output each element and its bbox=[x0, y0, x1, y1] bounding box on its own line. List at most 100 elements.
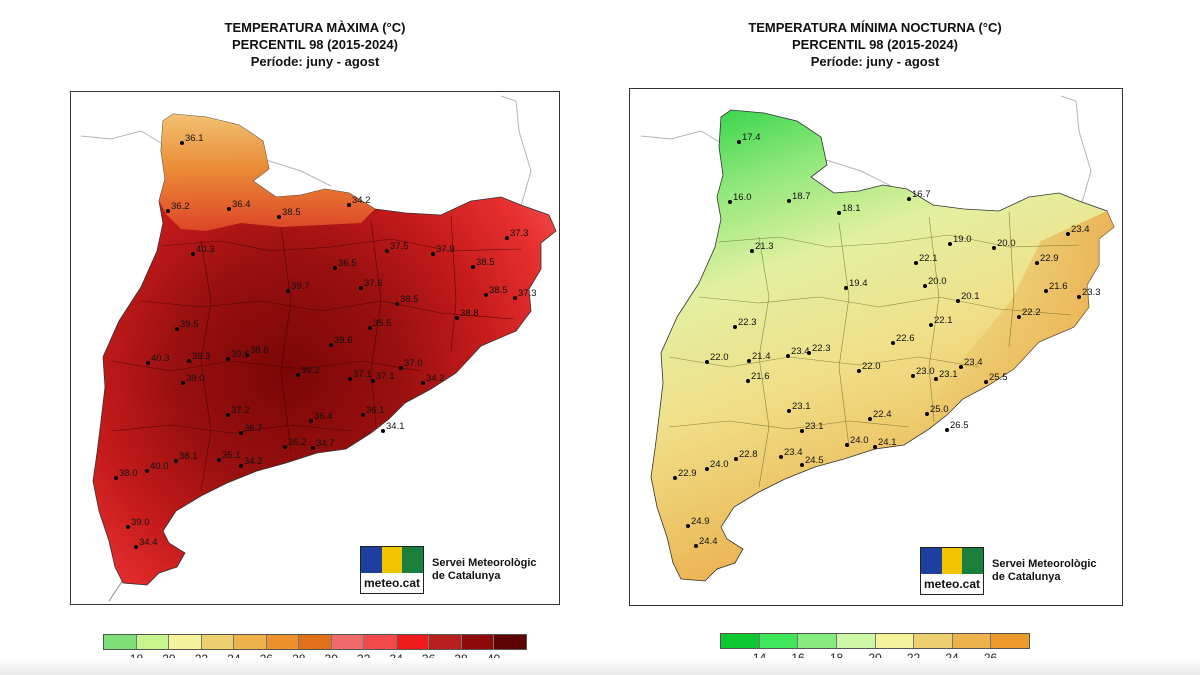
right-station-dot bbox=[837, 211, 841, 215]
logo-sun-icon bbox=[381, 547, 403, 573]
right-station-label: 21.6 bbox=[1049, 281, 1068, 292]
right-station-label: 21.3 bbox=[755, 241, 774, 252]
left-station-dot bbox=[114, 476, 118, 480]
right-station-dot bbox=[857, 369, 861, 373]
left-station-label: 40.3 bbox=[196, 244, 215, 255]
right-station-dot bbox=[733, 325, 737, 329]
left-title-line-3: Període: juny - agost bbox=[250, 54, 380, 69]
right-station-dot bbox=[929, 323, 933, 327]
left-station-label: 37.1 bbox=[353, 369, 372, 380]
left-station-dot bbox=[166, 209, 170, 213]
left-station-dot bbox=[431, 252, 435, 256]
right-station-label: 16.7 bbox=[912, 189, 931, 200]
right-station-dot bbox=[787, 199, 791, 203]
right-station-dot bbox=[845, 443, 849, 447]
left-station-dot bbox=[245, 353, 249, 357]
right-stations-layer: 17.4 16.0 18.7 16.7 18.1 23.4 21.3 19.0 20.0 22.1… bbox=[673, 132, 1101, 548]
right-station-label: 22.1 bbox=[934, 315, 953, 326]
right-station-label: 22.0 bbox=[710, 352, 729, 363]
right-station-dot bbox=[925, 412, 929, 416]
right-station-dot bbox=[705, 360, 709, 364]
right-station-dot bbox=[786, 354, 790, 358]
left-legend-swatch bbox=[104, 635, 137, 649]
right-legend-swatch bbox=[952, 634, 992, 648]
left-station-dot bbox=[311, 446, 315, 450]
right-comarca-lines bbox=[668, 211, 1080, 488]
right-station-label: 22.8 bbox=[739, 449, 758, 460]
right-station-label: 25.0 bbox=[930, 404, 949, 415]
left-station-label: 34.2 bbox=[426, 373, 445, 384]
left-station-dot bbox=[126, 525, 130, 529]
right-station-dot bbox=[956, 299, 960, 303]
right-station-label: 20.0 bbox=[997, 238, 1016, 249]
left-station-dot bbox=[395, 302, 399, 306]
right-station-dot bbox=[728, 200, 732, 204]
right-station-dot bbox=[800, 429, 804, 433]
right-legend-swatch bbox=[836, 634, 876, 648]
right-station-label: 20.1 bbox=[961, 291, 980, 302]
left-station-dot bbox=[191, 252, 195, 256]
logo-org-line-2: de Catalunya bbox=[432, 570, 501, 582]
left-station-dot bbox=[239, 431, 243, 435]
logo-green-icon bbox=[402, 547, 424, 573]
left-pyrenees-zone bbox=[159, 114, 375, 231]
right-station-dot bbox=[891, 341, 895, 345]
right-station-dot bbox=[914, 261, 918, 265]
right-legend-swatch bbox=[798, 634, 837, 648]
left-station-dot bbox=[371, 379, 375, 383]
right-station-dot bbox=[984, 380, 988, 384]
right-station-dot bbox=[1044, 289, 1048, 293]
left-comarca-lines bbox=[110, 215, 522, 492]
right-station-label: 20.0 bbox=[928, 276, 947, 287]
left-border-lines bbox=[80, 95, 532, 207]
left-logo: meteo.cat Servei Meteorològic de Catalun… bbox=[360, 546, 537, 594]
right-station-label: 23.0 bbox=[916, 366, 935, 377]
right-station-label: 19.0 bbox=[953, 234, 972, 245]
left-map-svg: 36.1 36.2 36.4 34.2 38.5 37.3 40.3 37.5 37.9 36.5… bbox=[80, 95, 557, 602]
logo-sun-icon bbox=[941, 548, 963, 574]
left-station-dot bbox=[277, 215, 281, 219]
left-station-label: 39.6 bbox=[334, 335, 353, 346]
right-legend-swatch bbox=[914, 634, 953, 648]
logo-org-line-2: de Catalunya bbox=[992, 571, 1061, 583]
right-station-dot bbox=[705, 467, 709, 471]
right-station-label: 24.9 bbox=[691, 516, 710, 527]
left-territory bbox=[92, 113, 557, 586]
left-station-dot bbox=[286, 289, 290, 293]
logo-org-text: Servei Meteorològic de Catalunya bbox=[432, 557, 537, 583]
left-station-label: 37.6 bbox=[364, 278, 383, 289]
logo-blue-icon bbox=[921, 548, 942, 574]
right-station-label: 23.1 bbox=[792, 401, 811, 412]
left-station-dot bbox=[181, 381, 185, 385]
left-legend-swatch bbox=[266, 635, 300, 649]
left-station-dot bbox=[227, 207, 231, 211]
right-station-dot bbox=[750, 249, 754, 253]
left-station-label: 34.7 bbox=[316, 438, 335, 449]
left-station-dot bbox=[368, 326, 372, 330]
left-station-label: 39.2 bbox=[301, 365, 320, 376]
right-station-label: 24.4 bbox=[699, 536, 718, 547]
left-station-dot bbox=[174, 459, 178, 463]
right-station-label: 25.5 bbox=[989, 372, 1008, 383]
right-station-dot bbox=[934, 377, 938, 381]
left-station-label: 37.5 bbox=[390, 241, 409, 252]
left-station-label: 39.0 bbox=[186, 373, 205, 384]
left-station-label: 36.5 bbox=[338, 258, 357, 269]
left-station-label: 36.1 bbox=[366, 405, 385, 416]
right-station-dot bbox=[807, 351, 811, 355]
right-title-line-2: PERCENTIL 98 (2015-2024) bbox=[792, 37, 958, 52]
left-station-dot bbox=[309, 419, 313, 423]
left-station-label: 38.0 bbox=[119, 468, 138, 479]
right-station-label: 24.0 bbox=[710, 459, 729, 470]
logo-word: meteo.cat bbox=[363, 576, 421, 590]
right-station-label: 23.1 bbox=[805, 421, 824, 432]
left-station-dot bbox=[296, 373, 300, 377]
right-station-dot bbox=[747, 359, 751, 363]
left-station-label: 37.0 bbox=[404, 358, 423, 369]
right-coast-warm-zone bbox=[904, 211, 1114, 445]
left-station-dot bbox=[359, 286, 363, 290]
right-title-line-3: Període: juny - agost bbox=[810, 54, 940, 69]
right-legend-swatch bbox=[759, 634, 799, 648]
left-station-label: 38.5 bbox=[476, 257, 495, 268]
right-station-label: 24.0 bbox=[850, 435, 869, 446]
